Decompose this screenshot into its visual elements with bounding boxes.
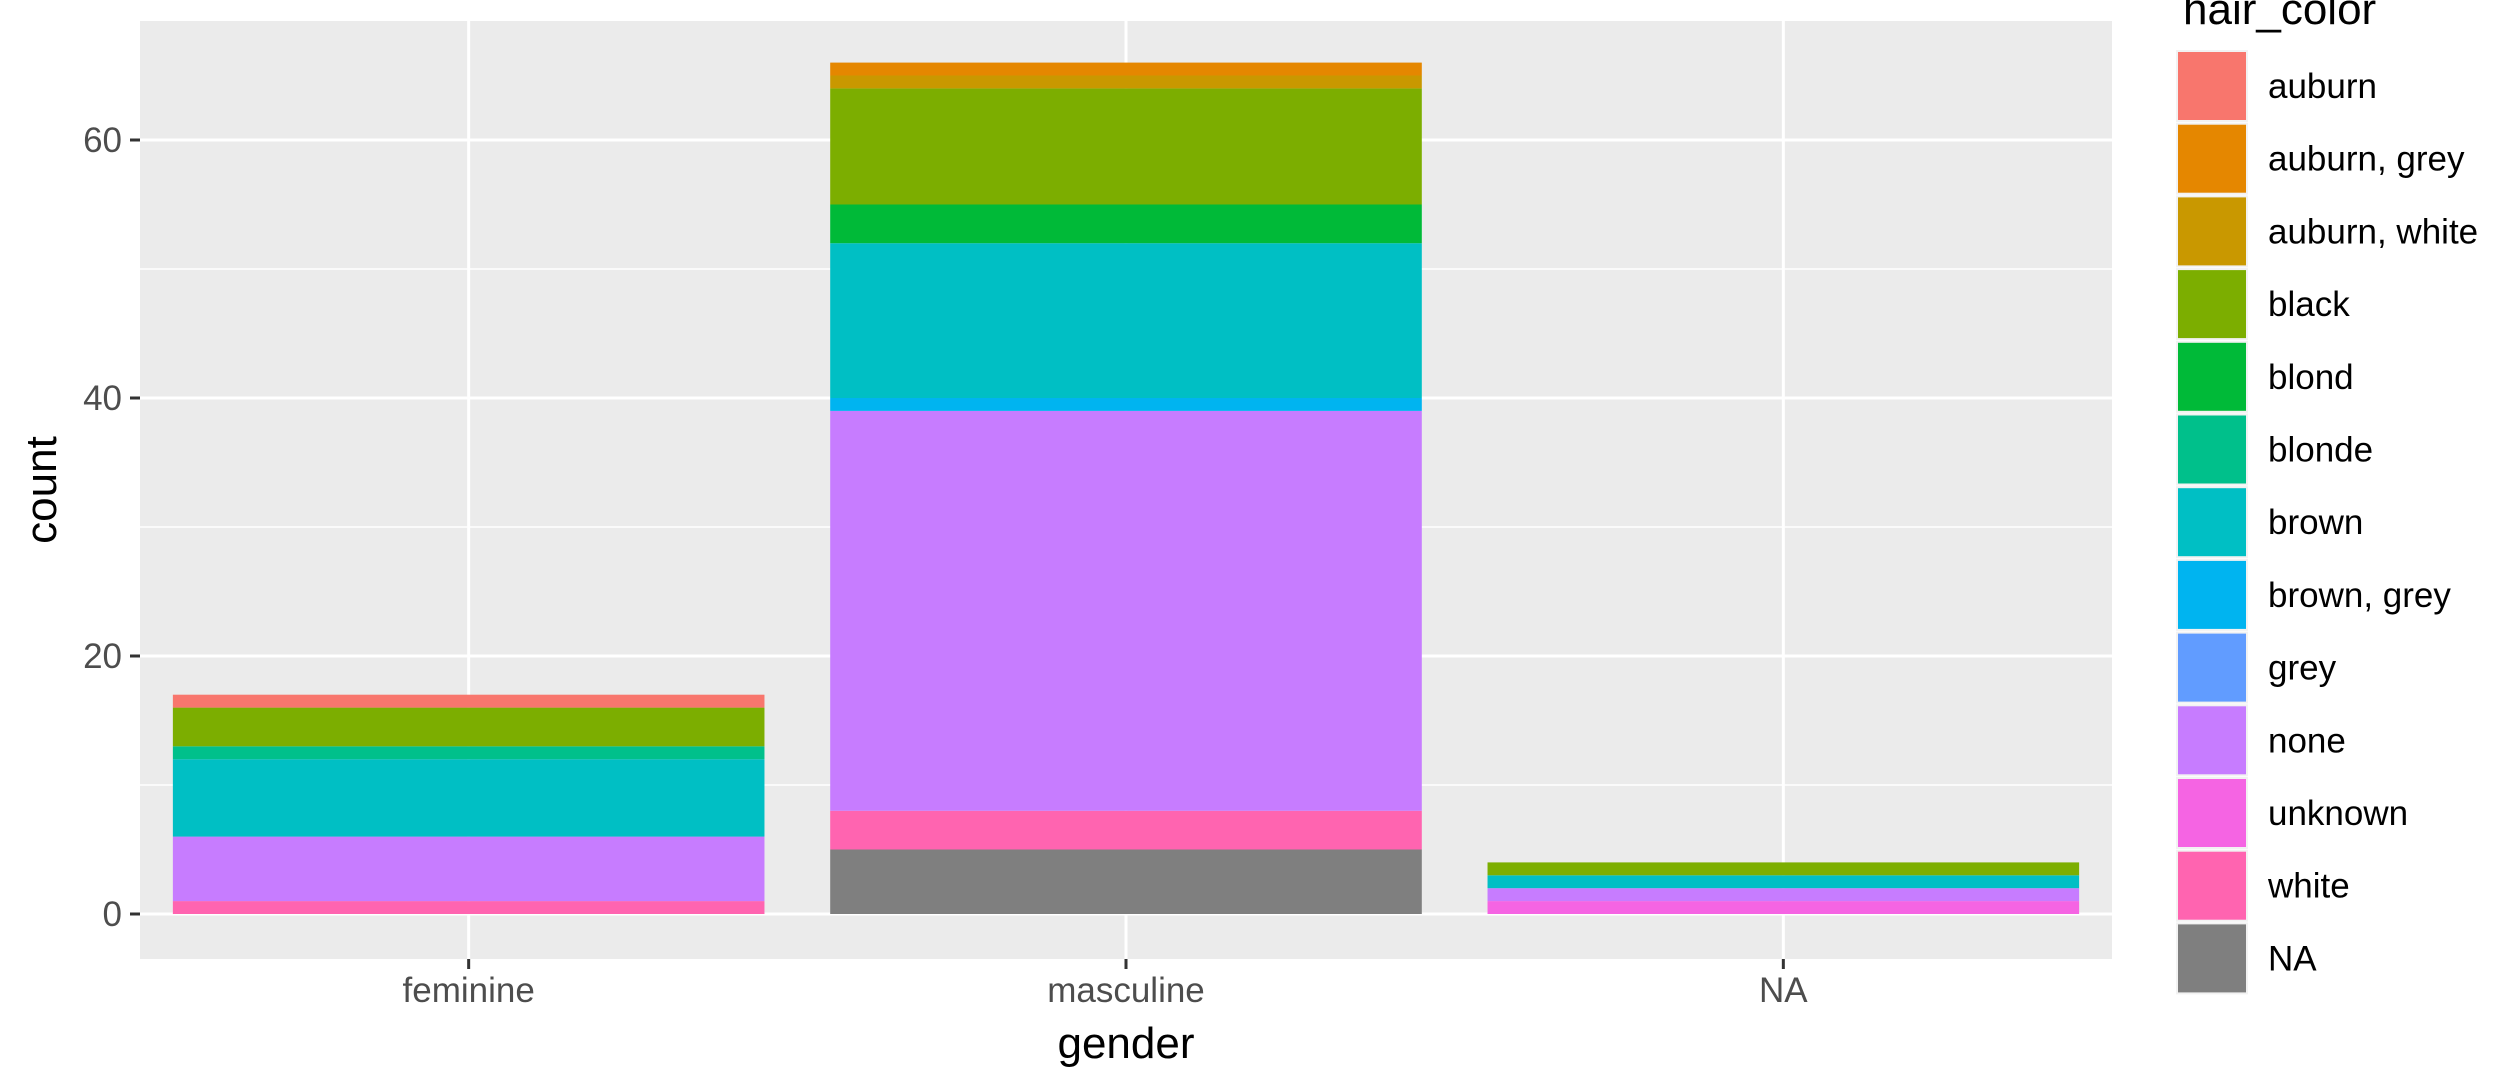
bar-segment-masculine-auburn-white (830, 75, 1422, 89)
legend-key-swatch (2178, 779, 2246, 847)
legend-key-swatch (2178, 560, 2246, 629)
legend-key-swatch (2178, 415, 2246, 484)
legend-label: brown (2268, 503, 2363, 542)
x-tick-label: masculine (1047, 971, 1205, 1010)
bars (172, 62, 2080, 914)
x-tick-label: NA (1759, 971, 1808, 1010)
legend-label: black (2268, 285, 2350, 324)
y-tick-label: 40 (83, 379, 122, 418)
bar-segment-masculine-auburn-grey (830, 62, 1422, 76)
x-axis: feminine masculine NA (403, 959, 1808, 1010)
bar-segment-feminine-black (172, 707, 765, 747)
bar-segment-masculine-NA (830, 849, 1422, 914)
legend-key-swatch (2178, 124, 2246, 193)
bar-segment-masculine-brown-grey (830, 398, 1422, 411)
legend-label: blonde (2268, 431, 2373, 470)
legend-key-swatch (2178, 851, 2246, 920)
y-tick-label: 0 (103, 895, 122, 934)
legend-label: auburn, grey (2268, 140, 2465, 179)
bar-segment-masculine-blond (830, 204, 1422, 244)
legend-key-swatch (2178, 270, 2246, 339)
legend-label: auburn, white (2268, 212, 2478, 251)
legend-title: hair_color (2183, 0, 2376, 34)
legend-key-swatch (2178, 706, 2246, 775)
bar-segment-feminine-auburn (172, 694, 765, 708)
legend-label: none (2268, 721, 2346, 760)
y-axis: 0 20 40 60 (83, 121, 140, 934)
bar-segment-masculine-brown (830, 243, 1422, 398)
y-tick-label: 60 (83, 121, 122, 160)
bar-segment-feminine-white (172, 901, 765, 914)
legend-key-swatch (2178, 488, 2246, 557)
legend-key-swatch (2178, 197, 2246, 266)
legend-label: brown, grey (2268, 576, 2451, 615)
bar-segment-masculine-black (830, 88, 1422, 205)
legend-label: blond (2268, 358, 2354, 397)
legend-label: grey (2268, 649, 2337, 688)
legend: auburn auburn, grey auburn, white black blon… (2176, 50, 2478, 995)
legend-label: unknown (2268, 794, 2408, 833)
legend-key-swatch (2178, 52, 2246, 120)
bar-segment-NA-brown (1487, 875, 2080, 889)
legend-key-swatch (2178, 633, 2246, 702)
legend-key-swatch (2178, 342, 2246, 411)
bar-segment-NA-none (1487, 888, 2080, 902)
bar-segment-masculine-white (830, 810, 1422, 850)
x-axis-title: gender (1057, 1019, 1194, 1068)
legend-label: auburn (2268, 67, 2377, 106)
bar-segment-NA-unknown (1487, 901, 2080, 914)
bar-segment-masculine-none (830, 410, 1422, 811)
bar-segment-NA-black (1487, 862, 2080, 876)
legend-label: white (2267, 867, 2350, 906)
bar-segment-feminine-blonde (172, 746, 765, 760)
legend-key-swatch (2178, 924, 2246, 993)
y-axis-title: count (17, 436, 66, 544)
x-tick-label: feminine (403, 971, 535, 1010)
y-tick-label: 20 (83, 637, 122, 676)
bar-segment-feminine-none (172, 836, 765, 902)
legend-label: NA (2268, 939, 2317, 978)
bar-segment-feminine-brown (172, 759, 765, 837)
